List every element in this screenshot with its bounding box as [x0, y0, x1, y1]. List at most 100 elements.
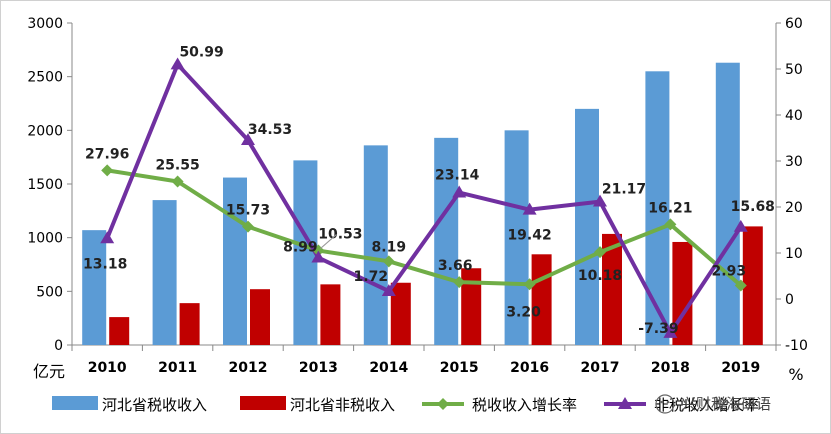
tax-growth-point	[664, 218, 677, 231]
tax-revenue-bar	[363, 145, 388, 345]
nontax-revenue-bar	[390, 282, 411, 345]
nontax-revenue-bar	[109, 317, 130, 345]
data-labels: 27.96 25.55 15.73 10.53 8.19 3.66 3.20 10.18 16.…	[83, 44, 775, 337]
tax-revenue-bar	[434, 137, 459, 345]
nontax-growth-data-label: -7.39	[638, 321, 678, 337]
right-tick-label: 30	[785, 154, 803, 170]
tax-revenue-bar	[645, 71, 670, 346]
lines	[100, 57, 748, 338]
nontax-growth-point	[663, 325, 678, 338]
tax-growth-data-label: 15.73	[226, 203, 270, 219]
x-tick-label: 2012	[229, 360, 268, 376]
tax-growth-data-label: 10.53	[318, 227, 362, 243]
x-tick-label: 2014	[369, 360, 408, 376]
tax-growth-data-label: 3.20	[506, 304, 541, 320]
legend-swatch	[52, 396, 98, 410]
nontax-growth-data-label: 50.99	[179, 44, 223, 60]
tax-growth-point	[101, 164, 114, 177]
nontax-growth-point	[522, 202, 537, 215]
tax-revenue-bar	[504, 130, 529, 345]
x-tick-label: 2010	[88, 360, 127, 376]
nontax-growth-point	[733, 219, 748, 232]
tax-growth-point	[734, 279, 747, 292]
bars	[82, 62, 763, 346]
legend-marker	[618, 397, 632, 409]
x-tick-label: 2018	[651, 360, 690, 376]
nontax-growth-point	[593, 194, 607, 207]
tax-growth-point	[382, 255, 395, 268]
watermark: 兴财税海研语	[655, 394, 771, 414]
nontax-revenue-bar	[742, 226, 763, 345]
nontax-growth-point	[311, 250, 326, 263]
label-leader-line	[320, 234, 337, 249]
x-tick-label: 2019	[721, 360, 760, 376]
legend-label: 非税收入增长率	[654, 396, 759, 414]
nontax-revenue-bar	[461, 268, 482, 345]
x-tick-label: 2013	[299, 360, 338, 376]
tax-revenue-bar	[152, 200, 177, 345]
right-tick-label: 0	[785, 292, 794, 308]
wechat-icon-eye-right	[666, 400, 670, 404]
left-tick-label: 1500	[27, 177, 63, 193]
left-axis-unit: 亿元	[33, 362, 65, 381]
tax-growth-point	[594, 246, 606, 259]
tax-growth-data-label: 27.96	[85, 146, 129, 162]
tax-revenue-bar	[715, 62, 740, 346]
left-tick-label: 0	[54, 338, 63, 354]
nontax-growth-data-label: 23.14	[435, 168, 480, 184]
tax-growth-data-label: 16.21	[648, 200, 692, 216]
legend-label: 税收收入增长率	[472, 396, 577, 414]
left-tick-label: 3000	[27, 16, 63, 32]
nontax-revenue-bar	[531, 254, 552, 345]
nontax-growth-data-label: 1.72	[354, 269, 389, 285]
watermark-text: 兴财税海研语	[681, 395, 771, 413]
nontax-growth-line	[105, 62, 743, 335]
tax-growth-point	[171, 175, 184, 188]
wechat-icon-eye-left	[660, 400, 664, 404]
tax-revenue-bar	[223, 177, 247, 345]
wechat-icon	[655, 394, 675, 414]
right-tick-label: 20	[785, 200, 803, 216]
legend-marker	[437, 398, 449, 410]
legend-swatch	[240, 396, 286, 410]
right-tick-label: 40	[785, 108, 803, 124]
nontax-growth-data-label: 21.17	[602, 182, 646, 198]
nontax-growth-data-label: 8.99	[283, 240, 318, 256]
nontax-growth-point	[381, 284, 396, 296]
left-tick-label: 2000	[27, 123, 63, 139]
tax-growth-data-label: 8.19	[372, 239, 407, 255]
x-tick-label: 2017	[581, 360, 620, 376]
nontax-growth-point	[170, 57, 185, 70]
tax-growth-data-label: 25.55	[155, 157, 199, 173]
right-tick-label: 50	[785, 62, 803, 78]
tax-growth-data-label: 3.66	[438, 258, 473, 274]
right-axis-unit: %	[788, 365, 803, 384]
right-tick-label: 10	[785, 246, 803, 262]
right-tick-label: 60	[785, 16, 803, 32]
x-tick-label: 2015	[440, 360, 479, 376]
legend-label: 河北省税收收入	[102, 396, 207, 414]
tax-growth-point	[453, 276, 466, 289]
nontax-growth-point	[241, 133, 255, 146]
nontax-revenue-bar	[320, 284, 341, 345]
legend-label: 河北省非税收入	[290, 396, 395, 414]
nontax-revenue-bar	[602, 233, 622, 345]
tax-growth-line	[106, 168, 743, 288]
nontax-growth-data-label: 19.42	[507, 228, 551, 244]
nontax-revenue-bar	[179, 303, 200, 345]
legend: 河北省税收收入 河北省非税收入 税收收入增长率 非税收入增长率	[52, 396, 759, 414]
x-tick-label: 2016	[510, 360, 549, 376]
nontax-revenue-bar	[250, 289, 270, 345]
nontax-growth-data-label: 15.68	[731, 199, 775, 215]
tax-revenue-bar	[575, 108, 599, 345]
x-tick-label: 2011	[158, 360, 197, 376]
axes: 0 500 1000 1500 2000 2500 3000 -10 0 10 20 30 40 50 60…	[27, 16, 808, 384]
nontax-growth-point	[100, 231, 115, 244]
left-tick-label: 1000	[27, 231, 63, 247]
nontax-growth-point	[452, 185, 467, 198]
tax-growth-point	[523, 278, 536, 291]
left-tick-label: 2500	[27, 70, 63, 86]
